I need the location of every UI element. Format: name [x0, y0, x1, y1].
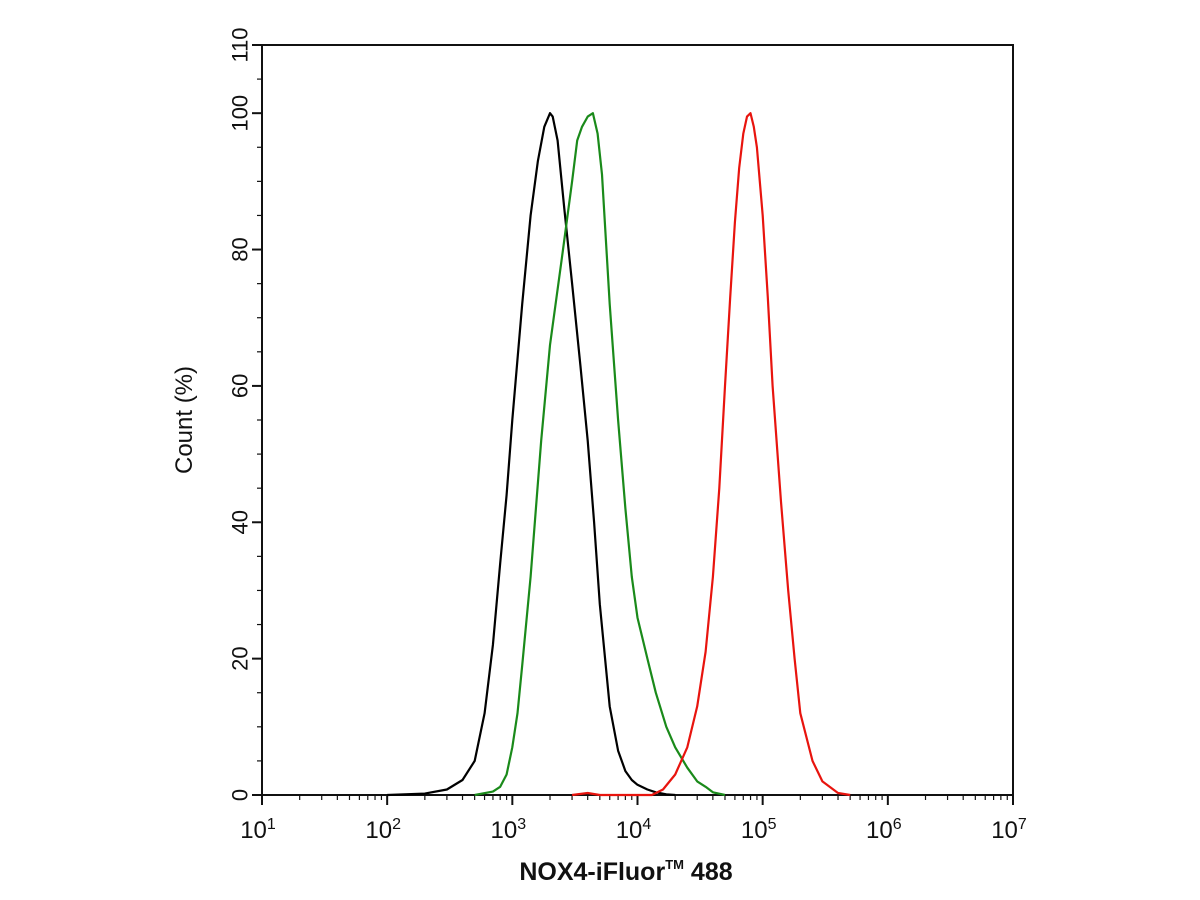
- y-tick-label: 110: [228, 27, 253, 62]
- y-tick-label: 0: [228, 789, 253, 801]
- histogram-series-2: [571, 112, 851, 797]
- y-axis: 0 20 40 60 80 100 110: [228, 27, 262, 801]
- minor-ticks: [257, 78, 1008, 800]
- y-tick-label: 60: [228, 374, 253, 398]
- x-tick-label: 102: [365, 816, 401, 844]
- x-axis: 101 102 103 104 105 106 107: [240, 795, 1027, 844]
- y-tick-label: 40: [228, 510, 253, 534]
- x-tick-label: 107: [991, 816, 1027, 844]
- y-tick-label: 20: [228, 646, 253, 670]
- series-layer: [387, 112, 851, 797]
- x-tick-label: 106: [866, 816, 902, 844]
- y-tick-label: 80: [228, 237, 253, 261]
- x-tick-label: 105: [741, 816, 777, 844]
- x-tick-label: 101: [240, 816, 276, 844]
- histogram-series-1: [474, 112, 726, 797]
- histogram-series-0: [387, 112, 676, 797]
- x-axis-label: NOX4-iFluorTM 488: [519, 857, 732, 886]
- x-tick-label: 103: [491, 816, 527, 844]
- y-axis-label: Count (%): [171, 366, 198, 474]
- x-tick-label: 104: [616, 816, 652, 844]
- y-tick-label: 100: [228, 95, 253, 132]
- plot-frame: [261, 44, 1014, 796]
